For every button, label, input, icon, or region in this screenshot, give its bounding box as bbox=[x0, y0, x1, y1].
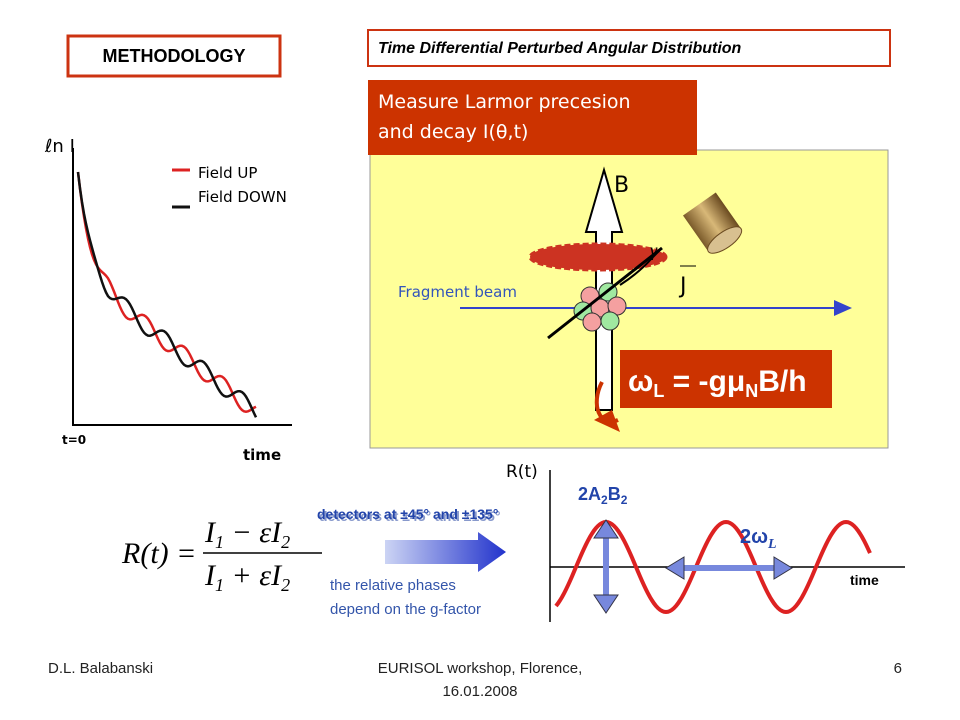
r-y-label: R(t) bbox=[506, 462, 538, 482]
measure-box bbox=[368, 80, 697, 155]
b-label: B bbox=[614, 173, 629, 198]
legend-label: Field UP bbox=[198, 164, 257, 182]
field-down-curve bbox=[76, 171, 258, 418]
j-label: J bbox=[678, 274, 687, 299]
rotation-arrowhead bbox=[594, 410, 620, 432]
nucleus bbox=[573, 282, 627, 332]
detector bbox=[682, 192, 743, 254]
beam-label: Fragment beam bbox=[398, 283, 517, 301]
gradient-arrow bbox=[385, 532, 506, 572]
measure-text: Measure Larmor precesion bbox=[378, 91, 631, 113]
x-label: time bbox=[243, 446, 281, 464]
footer-page: 6 bbox=[894, 660, 902, 677]
amplitude-label: 2A2B2 bbox=[578, 484, 628, 507]
period-arrow bbox=[665, 556, 793, 580]
r-curve bbox=[554, 519, 872, 615]
detectors-shadow: detectors at ±45° and ±135° bbox=[319, 508, 500, 524]
y-label: ℓn I bbox=[44, 136, 75, 157]
gamma-ray bbox=[619, 249, 661, 286]
formula-lhs: R(t) = bbox=[121, 537, 196, 570]
measure-text: and decay I(θ,t) bbox=[378, 121, 528, 143]
denominator: I1 + εI2 bbox=[204, 559, 290, 595]
precession-ring bbox=[528, 242, 668, 272]
footer-author: D.L. Balabanski bbox=[48, 660, 153, 677]
spin-axis bbox=[547, 246, 663, 340]
numerator: I1 − εI2 bbox=[204, 516, 290, 552]
amplitude-arrow bbox=[593, 519, 619, 614]
legend-label: Field DOWN bbox=[198, 188, 287, 206]
phases-text: depend on the g-factor bbox=[330, 601, 481, 618]
footer-event: 16.01.2008 bbox=[442, 683, 517, 700]
detectors-text: detectors at ±45° and ±135° bbox=[317, 506, 498, 522]
t0-label: t=0 bbox=[62, 433, 86, 447]
title-box bbox=[367, 29, 891, 67]
methodology-box bbox=[66, 34, 282, 78]
title: Time Differential Perturbed Angular Dist… bbox=[378, 40, 742, 57]
footer-event: EURISOL workshop, Florence, bbox=[378, 660, 583, 677]
larmor-box bbox=[620, 350, 832, 408]
ratio-formula: R(t) = I1 − εI2 I1 + εI2 bbox=[121, 516, 322, 595]
gamma-label: γ bbox=[650, 240, 658, 260]
phases-text: the relative phases bbox=[330, 577, 456, 594]
larmor-formula: ωL = -gμNB/h bbox=[628, 365, 807, 401]
r-x-label: time bbox=[850, 572, 879, 588]
methodology: METHODOLOGY bbox=[103, 46, 246, 66]
field-up-curve bbox=[76, 171, 257, 413]
period-label: 2ωL bbox=[740, 526, 777, 552]
